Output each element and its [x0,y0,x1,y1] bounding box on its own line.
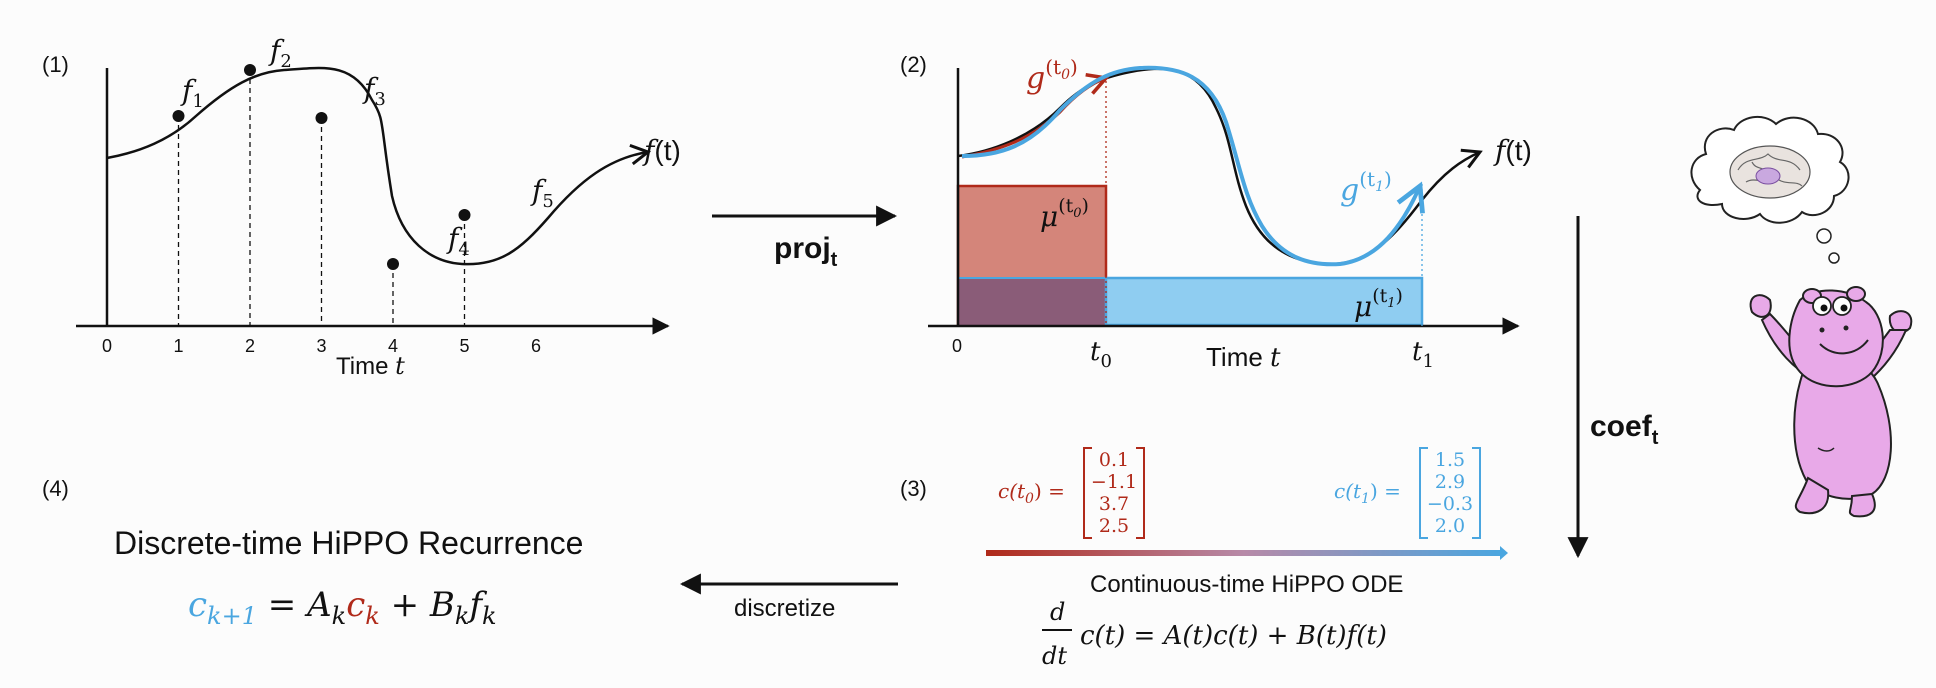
c-t1-entry: 2.9 [1435,471,1465,493]
hippo-smile [1819,339,1869,355]
c-t1-entry: −0.3 [1427,493,1473,515]
panel-1-tick-label: 5 [460,336,470,356]
panel-3-title: Continuous-time HiPPO ODE [1090,571,1403,598]
panel-2-x-label: Time t [1206,342,1281,373]
panel-2-tick-zero: 0 [952,336,962,356]
panel-4-label: (4) [42,476,69,501]
hippo-left-pupil [1820,304,1828,312]
c-t1-bracket-left [1419,447,1428,539]
panel-1-tick-label: 6 [531,336,541,356]
panel-3-label: (3) [900,476,927,501]
coef-arrow: coeft [1567,216,1659,559]
proj-arrow: projt [712,205,898,271]
discretize-label: discretize [734,595,835,622]
hippo-nostril-right [1843,325,1849,331]
hippo-left-foot [1794,476,1830,515]
time-gradient-bar [986,550,1502,556]
ode-rhs: c(t) = A(t)c(t) + B(t)f(t) [1080,621,1387,651]
panel-1-x-label: Time t [336,352,405,380]
c-t0-bracket-left [1083,447,1092,539]
g-t0-label: g(t0) [1026,55,1078,96]
panel-1-tick-label: 3 [317,336,327,356]
mu-t1-label: μ(t1) [1354,285,1403,323]
c-t1-entry: 2.0 [1435,515,1465,537]
c-t1-entry: 1.5 [1435,449,1465,471]
c-t1-bracket-right [1472,447,1481,539]
panel-1-signal-curve [106,66,652,266]
panel-1: (1) 0 1 2 3 4 5 6 f1 f2 f3 f4 f5 f(t) Time t [42,34,681,380]
brain-highlight [1755,167,1781,185]
panel-1-curve-label: f(t) [642,134,681,167]
panel-1-droplines [177,70,466,326]
c-t0-entry: −1.1 [1091,471,1137,493]
c-t1-vector: 1.52.9−0.32.0 [1427,449,1473,537]
hippo-belly-mark [1817,447,1835,452]
t1-tick-label: t1 [1412,337,1434,372]
panel-3: (3) c(t0) = 0.1−1.13.72.5 c(t1) = 1.52.9… [900,447,1508,670]
c-t0-entry: 0.1 [1099,449,1129,471]
panel-1-tick-label: 0 [102,336,112,356]
thought-bubble [1690,115,1850,264]
panel-1-sample-label: f4 [446,222,470,260]
panel-1-tick-label: 1 [174,336,184,356]
panel-1-tick-label: 4 [388,336,398,356]
panel-2: (2) g(t0) g(t1) μ(t0) μ(t1) f(t) 0 t0 t1… [900,52,1532,373]
proj-label: projt [774,232,838,271]
panel-1-sample-point [387,258,399,270]
discretize-arrow: discretize [679,573,898,622]
hippo-right-pupil [1840,304,1848,312]
c-t0-entry: 3.7 [1099,493,1129,515]
panel-1-sample-label: f5 [530,174,554,212]
hippo-right-hand [1888,310,1913,334]
panel-1-sample-label: f3 [362,72,386,110]
panel-1-sample-label: f2 [268,34,292,72]
hippo-nostril-left [1819,327,1825,333]
panel-1-sample-point [315,112,328,124]
hippo-body [1749,286,1913,518]
hippo-right-foot [1848,492,1876,518]
panel-1-tick-label: 2 [245,336,255,356]
ode-d: d [1050,598,1065,626]
recurrence-equation: ck+1 = Akck + Bkfk [188,585,497,630]
c-t0-lhs: c(t0) = [998,479,1065,507]
c-t0-vector: 0.1−1.13.72.5 [1091,449,1137,537]
ode-dt: dt [1042,642,1067,670]
c-t1-lhs: c(t1) = [1334,479,1401,507]
c-t0-bracket-right [1136,447,1145,539]
panel-4-title: Discrete-time HiPPO Recurrence [114,525,583,561]
mu-t0-label: μ(t0) [1040,195,1089,233]
panel-4: (4) Discrete-time HiPPO Recurrence ck+1 … [42,476,583,630]
hippo-mascot [1690,115,1913,518]
g-t1-approximation [961,65,1425,267]
measure-overlap [958,278,1106,325]
c-t0-entry: 2.5 [1099,515,1129,537]
panel-1-sample-label: f1 [180,74,204,112]
panel-1-sample-point [244,64,256,76]
thought-dot-2 [1828,252,1840,264]
panel-1-sample-point [172,110,185,122]
hippo-left-hand [1749,294,1772,318]
g-t1-label: g(t1) [1340,167,1392,208]
panel-1-ticks: 0 1 2 3 4 5 6 [102,336,541,356]
panel-1-sample-points [172,64,471,270]
t0-tick-label: t0 [1090,337,1112,372]
panel-1-label: (1) [42,52,69,77]
time-gradient-arrowhead [1500,546,1508,560]
thought-dot-1 [1816,228,1832,244]
panel-2-label: (2) [900,52,927,77]
panel-1-sample-labels: f1 f2 f3 f4 f5 [180,34,554,260]
coef-label: coeft [1590,410,1659,449]
panel-1-sample-point [458,209,471,221]
panel-2-curve-label: f(t) [1493,134,1532,167]
hippo-right-ear [1846,286,1866,302]
